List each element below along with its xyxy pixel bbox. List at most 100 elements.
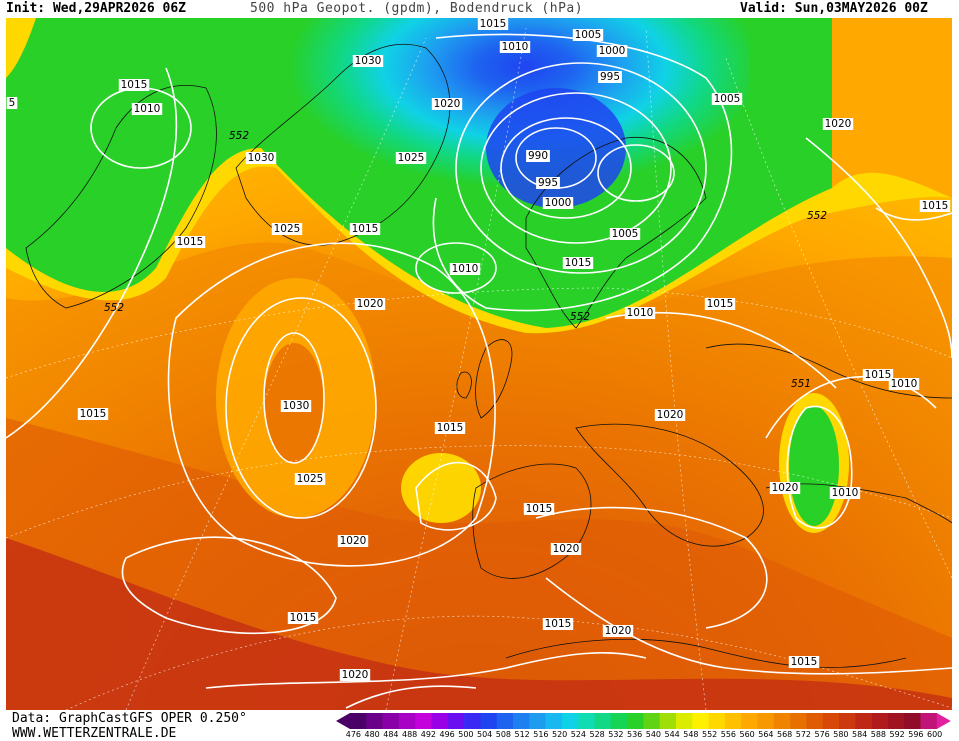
isobar-label: 1010 bbox=[624, 307, 656, 319]
isobar-label-box bbox=[523, 503, 555, 515]
isobar-label-box bbox=[624, 307, 656, 319]
isobar-label-box bbox=[349, 223, 381, 235]
isobar-label-box bbox=[477, 18, 509, 30]
geopotential-label-text: 551 bbox=[791, 378, 811, 390]
colorbar-tick-label: 484 bbox=[383, 730, 399, 739]
colorbar-swatch bbox=[480, 713, 497, 729]
colorbar-swatch bbox=[806, 713, 823, 729]
isobar-label-text: 5 bbox=[9, 97, 16, 109]
isobar-label-text: 990 bbox=[528, 150, 548, 162]
isobar-label-text: 1015 bbox=[480, 18, 507, 30]
colorbar-tick-label: 476 bbox=[345, 730, 362, 739]
isobar-labels: 1015101010051000995100510201030102099099… bbox=[6, 18, 951, 681]
isobar-label: 1005 bbox=[711, 93, 743, 105]
isobar-label-box bbox=[572, 29, 604, 41]
colorbar-tick-label: 576 bbox=[814, 730, 830, 739]
isobar-label-text: 1010 bbox=[891, 378, 918, 390]
colorbar-swatch bbox=[431, 713, 449, 729]
isobar-label: 990 bbox=[526, 150, 550, 162]
colorbar-tick-label: 544 bbox=[664, 730, 680, 739]
isobar-label: 1010 bbox=[131, 103, 163, 115]
isobar-label: 1025 bbox=[271, 223, 303, 235]
isobar-label: 1025 bbox=[294, 473, 326, 485]
colorbar-swatch bbox=[871, 713, 889, 729]
colorbar-tick-label: 580 bbox=[833, 730, 849, 739]
isobar-label: 995 bbox=[536, 177, 560, 189]
colorbar-tick-label: 564 bbox=[758, 730, 774, 739]
weather-map: 1015 1010 1005 1000 995 1005 1020 1030 1020 990 99… bbox=[6, 18, 952, 710]
isobar-label-text: 1025 bbox=[297, 473, 324, 485]
isobar-label-text: 1010 bbox=[134, 103, 161, 115]
isobar-label-text: 1015 bbox=[80, 408, 107, 420]
colorbar-swatch bbox=[496, 713, 514, 729]
isobar-label-text: 1020 bbox=[825, 118, 852, 130]
latlon-grid bbox=[6, 27, 952, 710]
colorbar-tick-label: 480 bbox=[364, 730, 380, 739]
isobar-label-text: 1015 bbox=[865, 369, 892, 381]
colorbar-tick-label: 568 bbox=[776, 730, 793, 739]
isobar-label-text: 1020 bbox=[342, 669, 369, 681]
isobar-label-box bbox=[526, 150, 550, 162]
colorbar-tick-label: 512 bbox=[514, 730, 530, 739]
isobar-label-box bbox=[271, 223, 303, 235]
init-time: Init: Wed,29APR2026 06Z bbox=[6, 1, 187, 16]
isobar-label-box bbox=[609, 228, 641, 240]
isobar-label-text: 1015 bbox=[526, 503, 553, 515]
geopotential-label-text: 552 bbox=[104, 302, 124, 314]
geopotential-label: 552 bbox=[807, 210, 827, 222]
isobar-label-text: 1020 bbox=[605, 625, 632, 637]
geopotential-label: 551 bbox=[791, 378, 811, 390]
geopotential-ridge-spain bbox=[401, 453, 481, 523]
isobar-label-box bbox=[598, 71, 622, 83]
colorbar-swatch bbox=[855, 713, 872, 729]
colorbar-tick-label: 556 bbox=[720, 730, 737, 739]
isobar-label-text: 1015 bbox=[121, 79, 148, 91]
colorbar-swatch bbox=[741, 713, 758, 729]
isobar-label-box bbox=[118, 79, 150, 91]
isobar-label: 1010 bbox=[499, 41, 531, 53]
colorbar-swatch bbox=[627, 713, 644, 729]
colorbar-tick-label: 508 bbox=[495, 730, 512, 739]
isobar-label-text: 1015 bbox=[352, 223, 379, 235]
colorbar-swatch bbox=[839, 713, 856, 729]
isobar-label-text: 1015 bbox=[437, 422, 464, 434]
valid-time: Valid: Sun,03MAY2026 00Z bbox=[740, 1, 928, 16]
isobar-label-text: 1005 bbox=[612, 228, 639, 240]
colorbar-swatch bbox=[366, 713, 383, 729]
isobar-label-text: 1020 bbox=[434, 98, 461, 110]
isobar-label-text: 1015 bbox=[707, 298, 734, 310]
colorbar-tick-label: 592 bbox=[889, 730, 905, 739]
geopotential-label: 552 bbox=[229, 130, 249, 142]
isobar-label-box bbox=[337, 535, 369, 547]
colorbar-tick-label: 540 bbox=[645, 730, 662, 739]
colorbar-tick-label: 552 bbox=[701, 730, 718, 739]
isobar-label-box bbox=[131, 103, 163, 115]
isobar-label: 1005 bbox=[609, 228, 641, 240]
geopotential-cutoff-core bbox=[789, 406, 839, 526]
isobar-label-box bbox=[542, 197, 574, 209]
isobar-label-box bbox=[287, 612, 319, 624]
isobar-label-box bbox=[536, 177, 560, 189]
isobar-label-text: 1015 bbox=[565, 257, 592, 269]
isobar-label: 1030 bbox=[280, 400, 312, 412]
isobar-label: 1020 bbox=[602, 625, 634, 637]
isobar-label-box bbox=[602, 625, 634, 637]
geopotential-nw-corner bbox=[6, 18, 36, 78]
isobar-label-box bbox=[542, 618, 574, 630]
isobar-label: 1020 bbox=[822, 118, 854, 130]
colorbar-swatch bbox=[382, 713, 400, 729]
isobar-label-text: 1015 bbox=[922, 200, 949, 212]
isobar-label-box bbox=[434, 422, 466, 434]
geopotential-trough-core bbox=[486, 88, 626, 208]
isobar-label: 1015 bbox=[542, 618, 574, 630]
isobar-label-box bbox=[562, 257, 594, 269]
isobar-label-box bbox=[769, 482, 801, 494]
isobar-label-text: 1020 bbox=[657, 409, 684, 421]
geopotential-label: 552 bbox=[570, 311, 590, 323]
geopotential-label-text: 552 bbox=[229, 130, 249, 142]
isobar-label-text: 1015 bbox=[177, 236, 204, 248]
isobar-label: 1000 bbox=[596, 45, 628, 57]
isobar-label-text: 1030 bbox=[283, 400, 310, 412]
isobar-label-box bbox=[449, 263, 481, 275]
isobar-label: 1015 bbox=[287, 612, 319, 624]
